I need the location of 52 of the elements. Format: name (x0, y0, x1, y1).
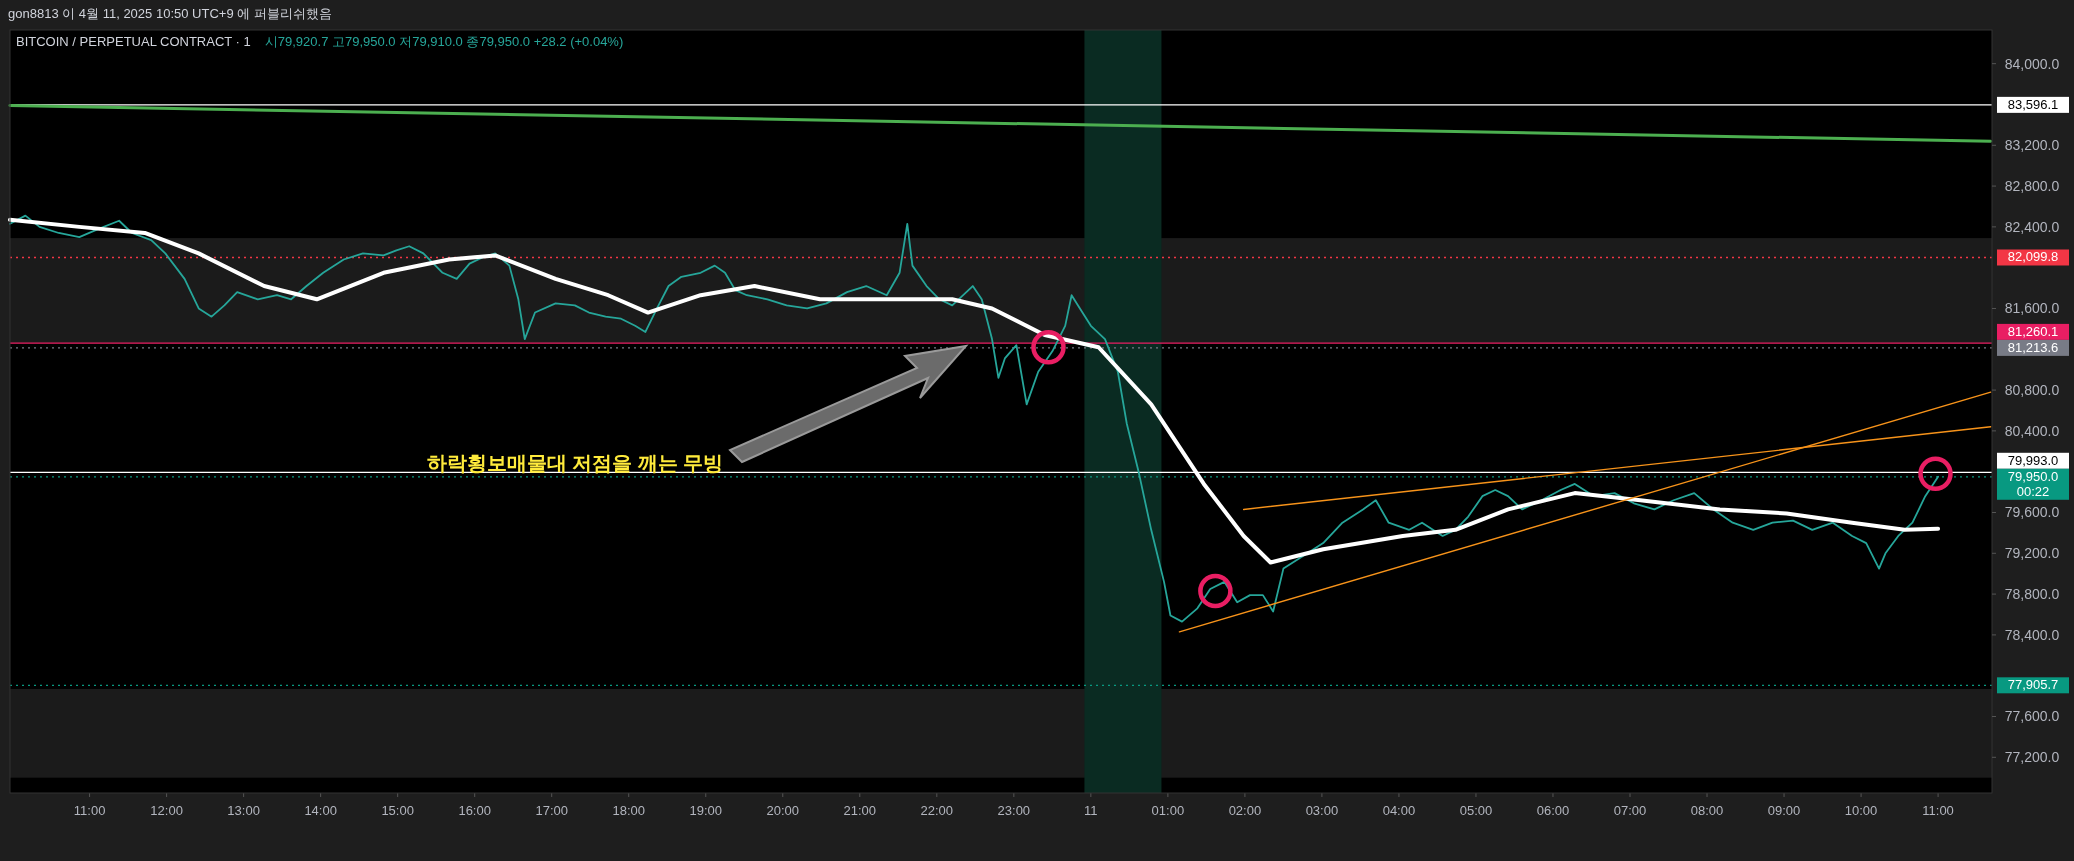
ref-line-label: 81,260.1 (2007, 323, 2059, 339)
ref-line-label: 83,596.1 (2007, 96, 2059, 112)
y-tick-label: 80,800.0 (2004, 382, 2060, 399)
point (1198, 573, 1233, 609)
y-tick-label: 79,600.0 (2004, 504, 2060, 521)
point (1918, 456, 1953, 491)
x-tick-label: 08:00 (1690, 803, 1724, 818)
x-tick-label: 11 (1084, 803, 1098, 818)
y-tick-label: 81,600.0 (2004, 300, 2060, 317)
ref-line-label: 79,993.0 (2007, 452, 2059, 468)
x-tick-label: 11:00 (73, 803, 106, 818)
point (1031, 329, 1066, 365)
y-tick-label: 82,400.0 (2004, 218, 2060, 235)
x-tick-label: 21:00 (843, 803, 877, 818)
x-tick-label: 07:00 (1613, 803, 1647, 818)
x-tick-label: 10:00 (1844, 803, 1878, 818)
y-tick-label: 80,400.0 (2004, 422, 2060, 439)
chart-title: BITCOIN / PERPETUAL CONTRACT · 1 (16, 34, 251, 49)
x-tick-label: 13:00 (227, 803, 260, 818)
text: gon8813 이 4월 11, 2025 10:50 UTC+9 에 퍼블리쉬했음 (8, 6, 332, 21)
x-tick-label: 12:00 (150, 803, 183, 818)
x-tick-label: 23:00 (997, 803, 1031, 818)
ref-line-label: 79,950.0 00:22 (2007, 468, 2059, 499)
x-tick-label: 22:00 (920, 803, 954, 818)
x-tick-label: 01:00 (1151, 803, 1185, 818)
ref-line-label: 81,213.6 (2007, 339, 2059, 355)
x-tick-label: 11:00 (1922, 803, 1954, 818)
x-tick-label: 02:00 (1228, 803, 1262, 818)
x-tick-label: 05:00 (1459, 803, 1493, 818)
y-tick-label: 84,000.0 (2004, 55, 2060, 72)
x-tick-label: 20:00 (766, 803, 800, 818)
x-tick-label: 06:00 (1536, 803, 1570, 818)
x-tick-label: 14:00 (304, 803, 337, 818)
x-tick-label: 19:00 (689, 803, 723, 818)
ref-line-label: 77,905.7 (2007, 677, 2059, 693)
y-tick-label: 78,800.0 (2004, 586, 2060, 603)
x-tick-label: 09:00 (1767, 803, 1801, 818)
x-tick-label: 04:00 (1382, 803, 1416, 818)
y-tick-label: 77,200.0 (2004, 749, 2060, 766)
x-tick-label: 03:00 (1305, 803, 1339, 818)
x-tick-label: 18:00 (612, 803, 646, 818)
y-tick-label: 83,200.0 (2004, 137, 2060, 154)
y-tick-label: 79,200.0 (2004, 545, 2060, 562)
x-tick-label: 16:00 (458, 803, 491, 818)
y-tick-label: 78,400.0 (2004, 626, 2060, 643)
annotation: 하락횡보매물대 저점을 깨는 무빙 (426, 452, 724, 474)
ref-line-label: 82,099.8 (2007, 249, 2059, 265)
y-tick-label: 82,800.0 (2004, 178, 2060, 195)
x-tick-label: 15:00 (381, 803, 414, 818)
y-tick-label: 77,600.0 (2004, 708, 2060, 725)
x-tick-label: 17:00 (535, 803, 568, 818)
annotation: 시79,920.7 고79,950.0 저79,910.0 종79,950.0 +28.2 (+0.04%) (264, 34, 624, 49)
